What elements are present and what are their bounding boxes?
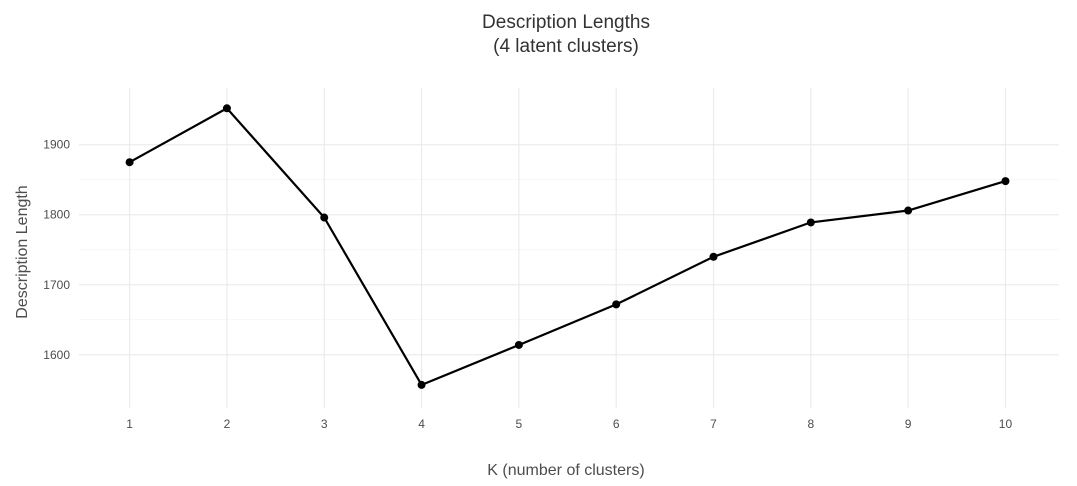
x-tick-label: 2 bbox=[224, 417, 231, 431]
y-axis-title: Description Length bbox=[14, 185, 31, 318]
x-axis-ticks: 1 2 3 4 5 6 7 8 9 10 bbox=[126, 417, 1012, 431]
x-tick-label: 10 bbox=[999, 417, 1013, 431]
series-line bbox=[129, 106, 1006, 387]
data-point bbox=[1001, 177, 1010, 186]
series-points bbox=[125, 104, 1010, 389]
x-tick-label: 3 bbox=[321, 417, 328, 431]
data-point bbox=[904, 206, 913, 215]
chart-title: Description Lengths bbox=[482, 12, 650, 33]
x-tick-label: 4 bbox=[418, 417, 425, 431]
chart-subtitle: (4 latent clusters) bbox=[493, 36, 639, 57]
grid bbox=[79, 88, 1059, 408]
data-point bbox=[125, 158, 134, 167]
x-axis-title: K (number of clusters) bbox=[487, 462, 644, 479]
x-tick-label: 5 bbox=[516, 417, 523, 431]
x-tick-label: 7 bbox=[710, 417, 717, 431]
y-axis-ticks: 1600 1700 1800 1900 bbox=[43, 138, 70, 362]
y-tick-label: 1700 bbox=[43, 278, 70, 292]
data-point bbox=[320, 213, 329, 222]
x-tick-label: 9 bbox=[905, 417, 912, 431]
y-tick-label: 1900 bbox=[43, 138, 70, 152]
x-tick-label: 1 bbox=[126, 417, 133, 431]
y-tick-label: 1800 bbox=[43, 208, 70, 222]
series-line-group bbox=[129, 106, 1006, 387]
y-tick-label: 1600 bbox=[43, 348, 70, 362]
data-point bbox=[806, 218, 815, 227]
x-tick-label: 8 bbox=[807, 417, 814, 431]
data-point bbox=[709, 252, 718, 261]
x-tick-label: 6 bbox=[613, 417, 620, 431]
data-point bbox=[514, 340, 523, 349]
data-point bbox=[222, 104, 231, 113]
data-point bbox=[612, 300, 621, 309]
data-point bbox=[417, 380, 426, 389]
